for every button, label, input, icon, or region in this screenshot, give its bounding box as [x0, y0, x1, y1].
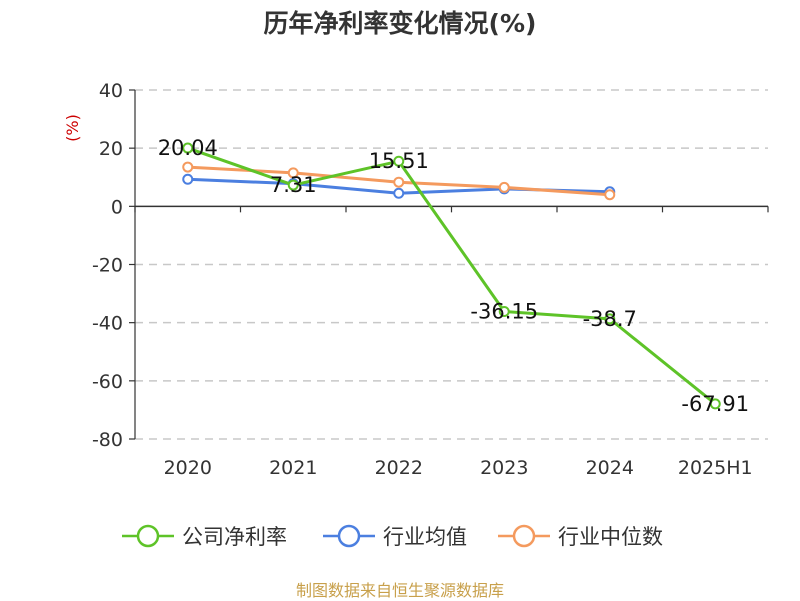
y-tick-label: 20: [99, 138, 123, 160]
legend-item: 行业均值: [323, 524, 467, 549]
y-tick-label: 40: [99, 80, 123, 102]
series-company-net-margin: [182, 142, 721, 410]
data-label: 15.51: [369, 149, 429, 173]
data-point: [604, 313, 616, 325]
chart-title: 历年净利率变化情况(%): [263, 9, 537, 38]
legend-item: 行业中位数: [498, 524, 663, 549]
legend-label: 行业中位数: [558, 525, 663, 549]
x-tick-label: 2025H1: [678, 457, 753, 479]
y-tick-label: -20: [92, 255, 123, 277]
y-tick-label: -40: [92, 313, 123, 335]
data-point: [709, 398, 721, 410]
data-label: 7.31: [270, 173, 317, 197]
legend-label: 公司净利率: [182, 525, 287, 549]
legend-circle-marker: [512, 524, 536, 548]
data-point: [182, 161, 194, 173]
data-label: 20.04: [158, 136, 218, 160]
y-tick-label: 0: [111, 196, 123, 218]
data-point: [393, 187, 405, 199]
data-point: [182, 173, 194, 185]
legend-circle-marker: [337, 524, 361, 548]
x-tick-label: 2024: [586, 457, 634, 479]
data-point: [393, 155, 405, 167]
data-point: [182, 142, 194, 154]
legend-label: 行业均值: [383, 525, 467, 549]
data-point: [498, 181, 510, 193]
x-tick-label: 2021: [269, 457, 317, 479]
y-unit-label: (%): [63, 114, 82, 142]
y-tick-label: -60: [92, 371, 123, 393]
data-point: [393, 176, 405, 188]
data-label: -36.15: [470, 299, 538, 323]
legend-item: 公司净利率: [122, 524, 287, 549]
source-footer: 制图数据来自恒生聚源数据库: [295, 581, 504, 600]
axes: 40 20 0 -20 -40 -60 -80 2020 2021 2022 2023 2024 202…: [92, 80, 769, 479]
data-point: [287, 179, 299, 191]
data-point: [498, 305, 510, 317]
data-point: [287, 167, 299, 179]
series-lines: [182, 142, 721, 410]
data-labels: 20.04 7.31 15.51 -36.15 -38.7 -67.91: [158, 136, 749, 416]
data-label: -38.7: [583, 307, 637, 331]
grid-lines: [135, 89, 768, 440]
x-tick-label: 2023: [480, 457, 528, 479]
series-industry-median: [182, 161, 616, 201]
legend-circle-marker: [136, 524, 160, 548]
legend: 公司净利率 行业均值 行业中位数: [122, 524, 663, 549]
x-tick-label: 2022: [375, 457, 423, 479]
y-tick-label: -80: [92, 429, 123, 451]
series-line: [187, 146, 717, 406]
data-point: [604, 189, 616, 201]
data-label: -67.91: [681, 392, 749, 416]
x-tick-label: 2020: [164, 457, 212, 479]
